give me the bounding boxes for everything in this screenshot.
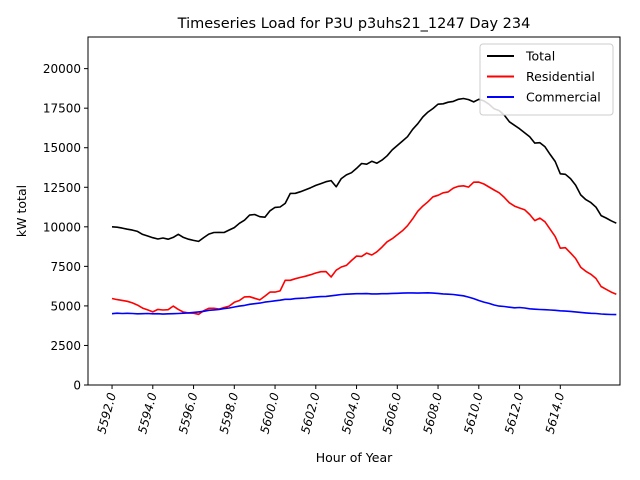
series-line-total	[111, 97, 617, 243]
plot-frame	[87, 36, 621, 386]
x-axis-label: Hour of Year	[316, 450, 393, 465]
y-axis-label: kW total	[14, 185, 29, 237]
x-tick-label: 5600.0	[258, 391, 282, 436]
legend-label-total: Total	[525, 49, 555, 64]
chart-title: Timeseries Load for P3U p3uhs21_1247 Day…	[177, 16, 531, 32]
legend: Total Residential Commercial	[479, 43, 614, 116]
x-tick-label: 5598.0	[217, 391, 241, 436]
y-tick-label: 2500	[50, 339, 81, 353]
legend-label-residential: Residential	[526, 69, 595, 84]
series-line-commercial	[111, 291, 617, 316]
y-tick-label: 5000	[50, 299, 81, 313]
x-tick-label: 5594.0	[135, 391, 159, 436]
series-layer	[111, 97, 617, 316]
x-tick-label: 5602.0	[298, 391, 322, 436]
y-tick-label: 7500	[50, 260, 81, 274]
x-tick-label: 5608.0	[421, 391, 445, 436]
x-tick-label: 5604.0	[339, 391, 363, 436]
x-tick-label: 5614.0	[543, 391, 567, 436]
x-tick-label: 5592.0	[95, 391, 119, 436]
x-tick-label: 5612.0	[502, 391, 526, 436]
series-line-residential	[111, 181, 617, 316]
y-tick-label: 0	[73, 379, 81, 393]
y-tick-label: 12500	[43, 181, 81, 195]
y-tick-label: 20000	[43, 62, 81, 76]
y-tick-label: 15000	[43, 141, 81, 155]
x-tick-label: 5610.0	[461, 391, 485, 436]
y-tick-label: 10000	[43, 220, 81, 234]
y-tick-label: 17500	[43, 102, 81, 116]
x-axis: 5592.0 5594.0 5596.0 5598.0 5600.0 5602.0 5604…	[95, 385, 567, 436]
x-tick-label: 5596.0	[176, 391, 200, 436]
x-tick-label: 5606.0	[380, 391, 404, 436]
legend-label-commercial: Commercial	[526, 90, 601, 105]
y-axis: 0 2500 5000 7500 10000 12500 15000 17500 20000	[43, 62, 88, 393]
